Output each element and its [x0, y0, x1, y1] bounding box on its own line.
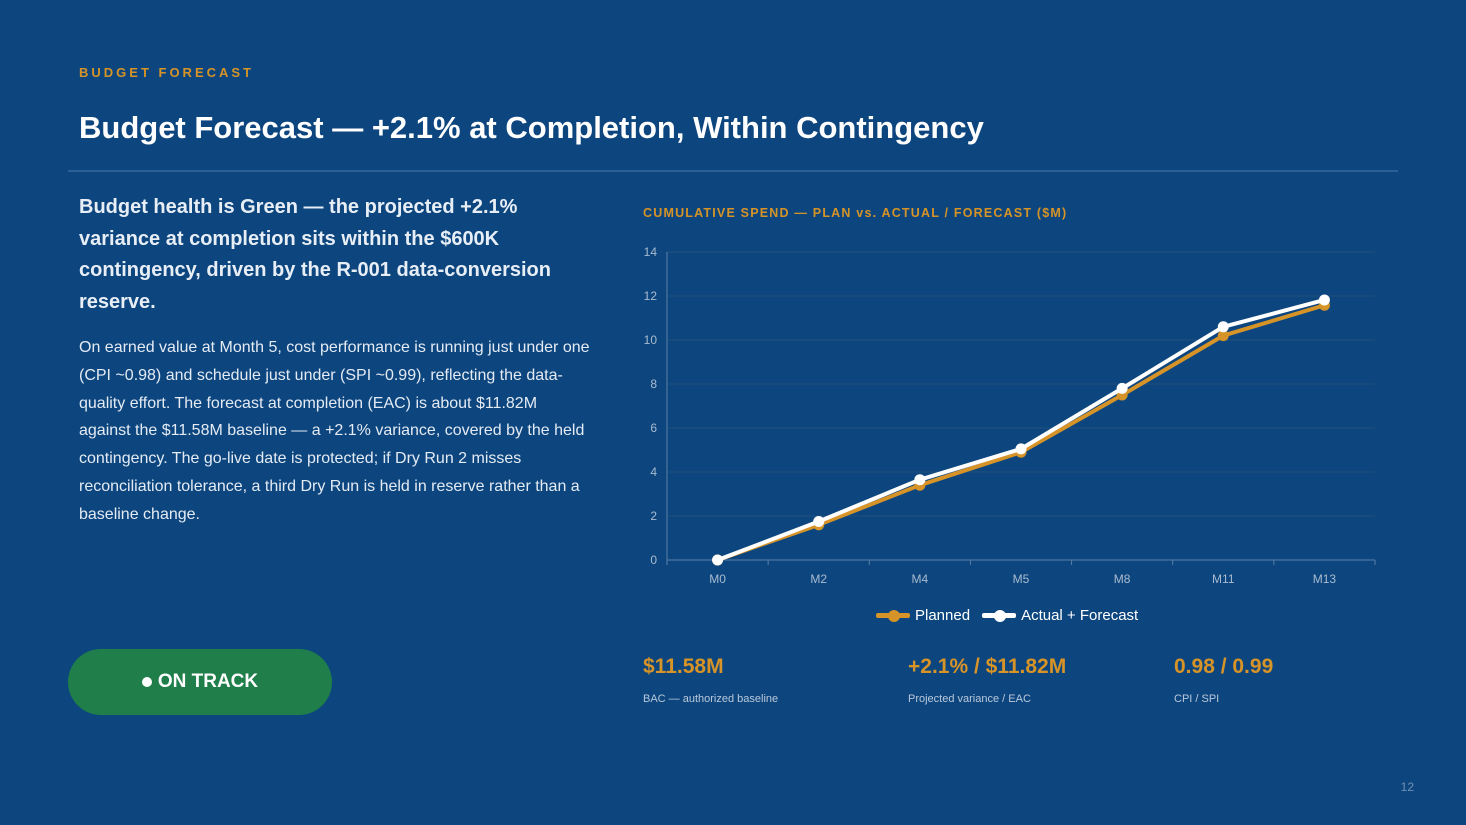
x-tick-label: M0 — [709, 572, 726, 586]
cumulative-spend-chart: 0 2 4 6 8 10 12 14 M0 M2 M4 M5 M8 M11 M13 — [644, 245, 1376, 586]
data-point-actual-forecast — [914, 474, 926, 486]
y-tick-label: 0 — [650, 553, 657, 567]
x-tick-label: M4 — [912, 572, 929, 586]
kpi-value: +2.1% / $11.82M — [908, 655, 1067, 678]
title-divider — [68, 170, 1398, 172]
status-label: ON TRACK — [157, 671, 259, 692]
x-tick-label: M2 — [810, 572, 827, 586]
y-tick-label: 8 — [650, 377, 657, 391]
body-paragraph: On earned value at Month 5, cost perform… — [79, 339, 590, 523]
x-tick-label: M11 — [1212, 572, 1235, 586]
x-tick-label: M8 — [1114, 572, 1131, 586]
legend-item-actual: Actual + Forecast — [982, 607, 1138, 624]
kpi-variance: +2.1% / $11.82M Projected variance / EAC — [908, 655, 1066, 705]
legend-label-actual: Actual + Forecast — [1021, 607, 1139, 624]
kpi-value: $11.58M — [643, 655, 724, 678]
kpi-label: BAC — authorized baseline — [643, 693, 779, 705]
legend-swatch-planned-icon — [876, 609, 910, 622]
data-point-planned — [1217, 330, 1229, 342]
lead-paragraph: Budget health is Green — the projected +… — [79, 196, 551, 313]
kpi-value: 0.98 / 0.99 — [1174, 655, 1274, 678]
data-point-actual-forecast — [813, 516, 825, 527]
y-tick-label: 12 — [644, 289, 658, 303]
chart-legend: Planned Actual + Forecast — [876, 607, 1150, 624]
data-point-actual-forecast — [1116, 382, 1128, 394]
x-tick-label: M5 — [1013, 572, 1030, 586]
y-tick-label: 4 — [650, 465, 657, 479]
y-tick-label: 6 — [650, 421, 657, 435]
data-point-actual-forecast — [712, 554, 724, 566]
kpi-label: Projected variance / EAC — [908, 693, 1031, 705]
y-tick-label: 14 — [644, 245, 658, 259]
x-tick-label: M13 — [1313, 572, 1337, 586]
data-point-actual-forecast — [1318, 294, 1330, 306]
legend-swatch-actual-icon — [982, 609, 1017, 622]
series-line-planned — [715, 303, 1327, 562]
status-badge: ON TRACK — [68, 649, 332, 715]
y-tick-label: 10 — [644, 333, 658, 347]
kpi-bac: $11.58M BAC — authorized baseline — [643, 655, 778, 705]
status-dot-icon — [141, 677, 152, 687]
legend-item-planned: Planned — [876, 607, 970, 624]
kpi-label: CPI / SPI — [1174, 693, 1220, 705]
data-point-actual-forecast — [1217, 321, 1229, 333]
page-number: 12 — [1400, 780, 1414, 794]
section-eyebrow: BUDGET FORECAST — [79, 65, 254, 80]
y-tick-label: 2 — [650, 509, 657, 523]
kpi-cpi-spi: 0.98 / 0.99 CPI / SPI — [1174, 655, 1273, 705]
series-line-actual-forecast — [715, 297, 1327, 562]
chart-title: CUMULATIVE SPEND — PLAN vs. ACTUAL / FOR… — [643, 206, 1068, 220]
page-title: Budget Forecast — +2.1% at Completion, W… — [79, 110, 984, 145]
data-point-actual-forecast — [1015, 443, 1027, 455]
legend-label-planned: Planned — [915, 607, 971, 624]
